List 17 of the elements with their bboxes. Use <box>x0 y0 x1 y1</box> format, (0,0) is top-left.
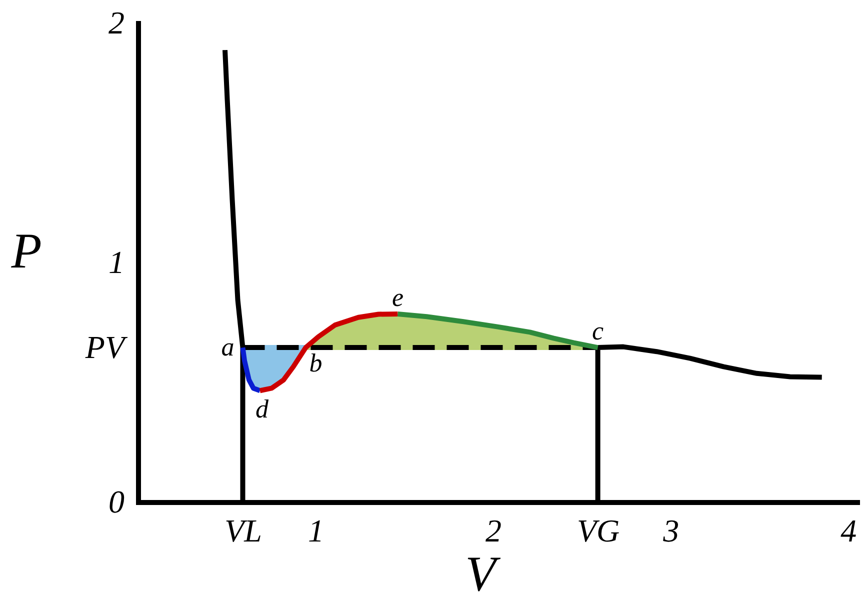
annotation: d <box>255 394 270 424</box>
annotation: b <box>309 348 322 378</box>
annotation: e <box>392 282 404 312</box>
x-tick-label: 4 <box>840 512 857 548</box>
x-tick-label: 3 <box>662 512 680 548</box>
x-tick-label: VL <box>224 512 262 548</box>
annotation: a <box>221 332 234 362</box>
x-tick-label: VG <box>576 512 620 548</box>
x-tick-label: 2 <box>486 512 502 548</box>
annotation: c <box>592 316 604 346</box>
y-tick-label: 1 <box>108 244 124 280</box>
y-tick-label: PV <box>84 329 128 366</box>
y-axis-title: P <box>10 222 42 278</box>
x-axis-title: V <box>465 546 502 594</box>
y-tick-label: 0 <box>108 484 124 520</box>
y-tick-label: 2 <box>108 4 124 40</box>
x-tick-label: 1 <box>308 512 324 548</box>
